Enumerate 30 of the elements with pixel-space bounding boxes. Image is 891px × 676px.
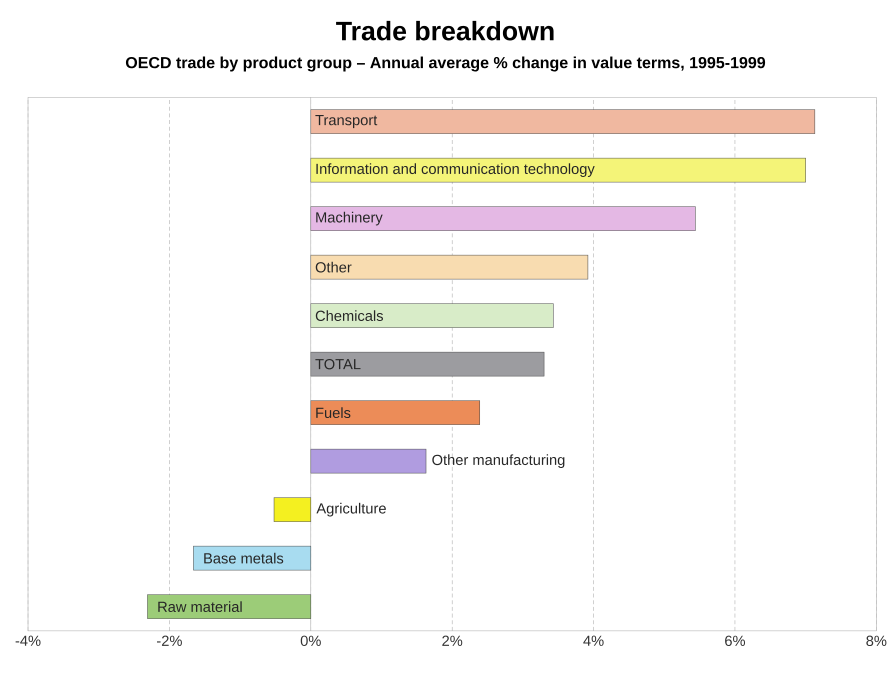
x-tick-label: 0% — [300, 636, 321, 646]
y-tick-label: Other — [316, 262, 352, 272]
bar — [310, 109, 816, 134]
bar — [310, 158, 806, 182]
y-tick-label: Chemicals — [316, 310, 383, 321]
x-tick-label: 2% — [442, 636, 462, 646]
chart-subtitle: OECD trade by product group – Annual average % change in value terms, 1995-1999 — [126, 56, 766, 72]
y-tick-label: TOTAL — [315, 358, 361, 370]
bar — [310, 448, 426, 474]
chart-title: Trade breakdown — [336, 20, 554, 40]
x-tick-label: 4% — [583, 636, 604, 646]
x-tick-label: 8% — [866, 636, 886, 646]
y-tick-label: Machinery — [316, 212, 383, 226]
y-tick-label: Other manufacturing — [432, 454, 564, 468]
x-tick-label: -2% — [157, 636, 182, 646]
y-tick-label: Base metals — [204, 552, 284, 564]
x-tick-label: -4% — [16, 636, 41, 646]
bar — [310, 400, 480, 425]
bar — [310, 254, 588, 280]
bar — [193, 546, 312, 570]
y-tick-label: Agriculture — [316, 502, 386, 516]
bar — [310, 303, 554, 328]
bar — [274, 497, 312, 522]
y-tick-label: Raw material — [158, 601, 242, 612]
y-tick-label: Information and communication technology — [316, 163, 595, 177]
y-tick-label: Fuels — [316, 407, 350, 418]
y-tick-label: Transport — [315, 114, 378, 128]
bar — [310, 206, 696, 231]
x-tick-label: 6% — [725, 636, 746, 646]
bar — [147, 594, 312, 619]
